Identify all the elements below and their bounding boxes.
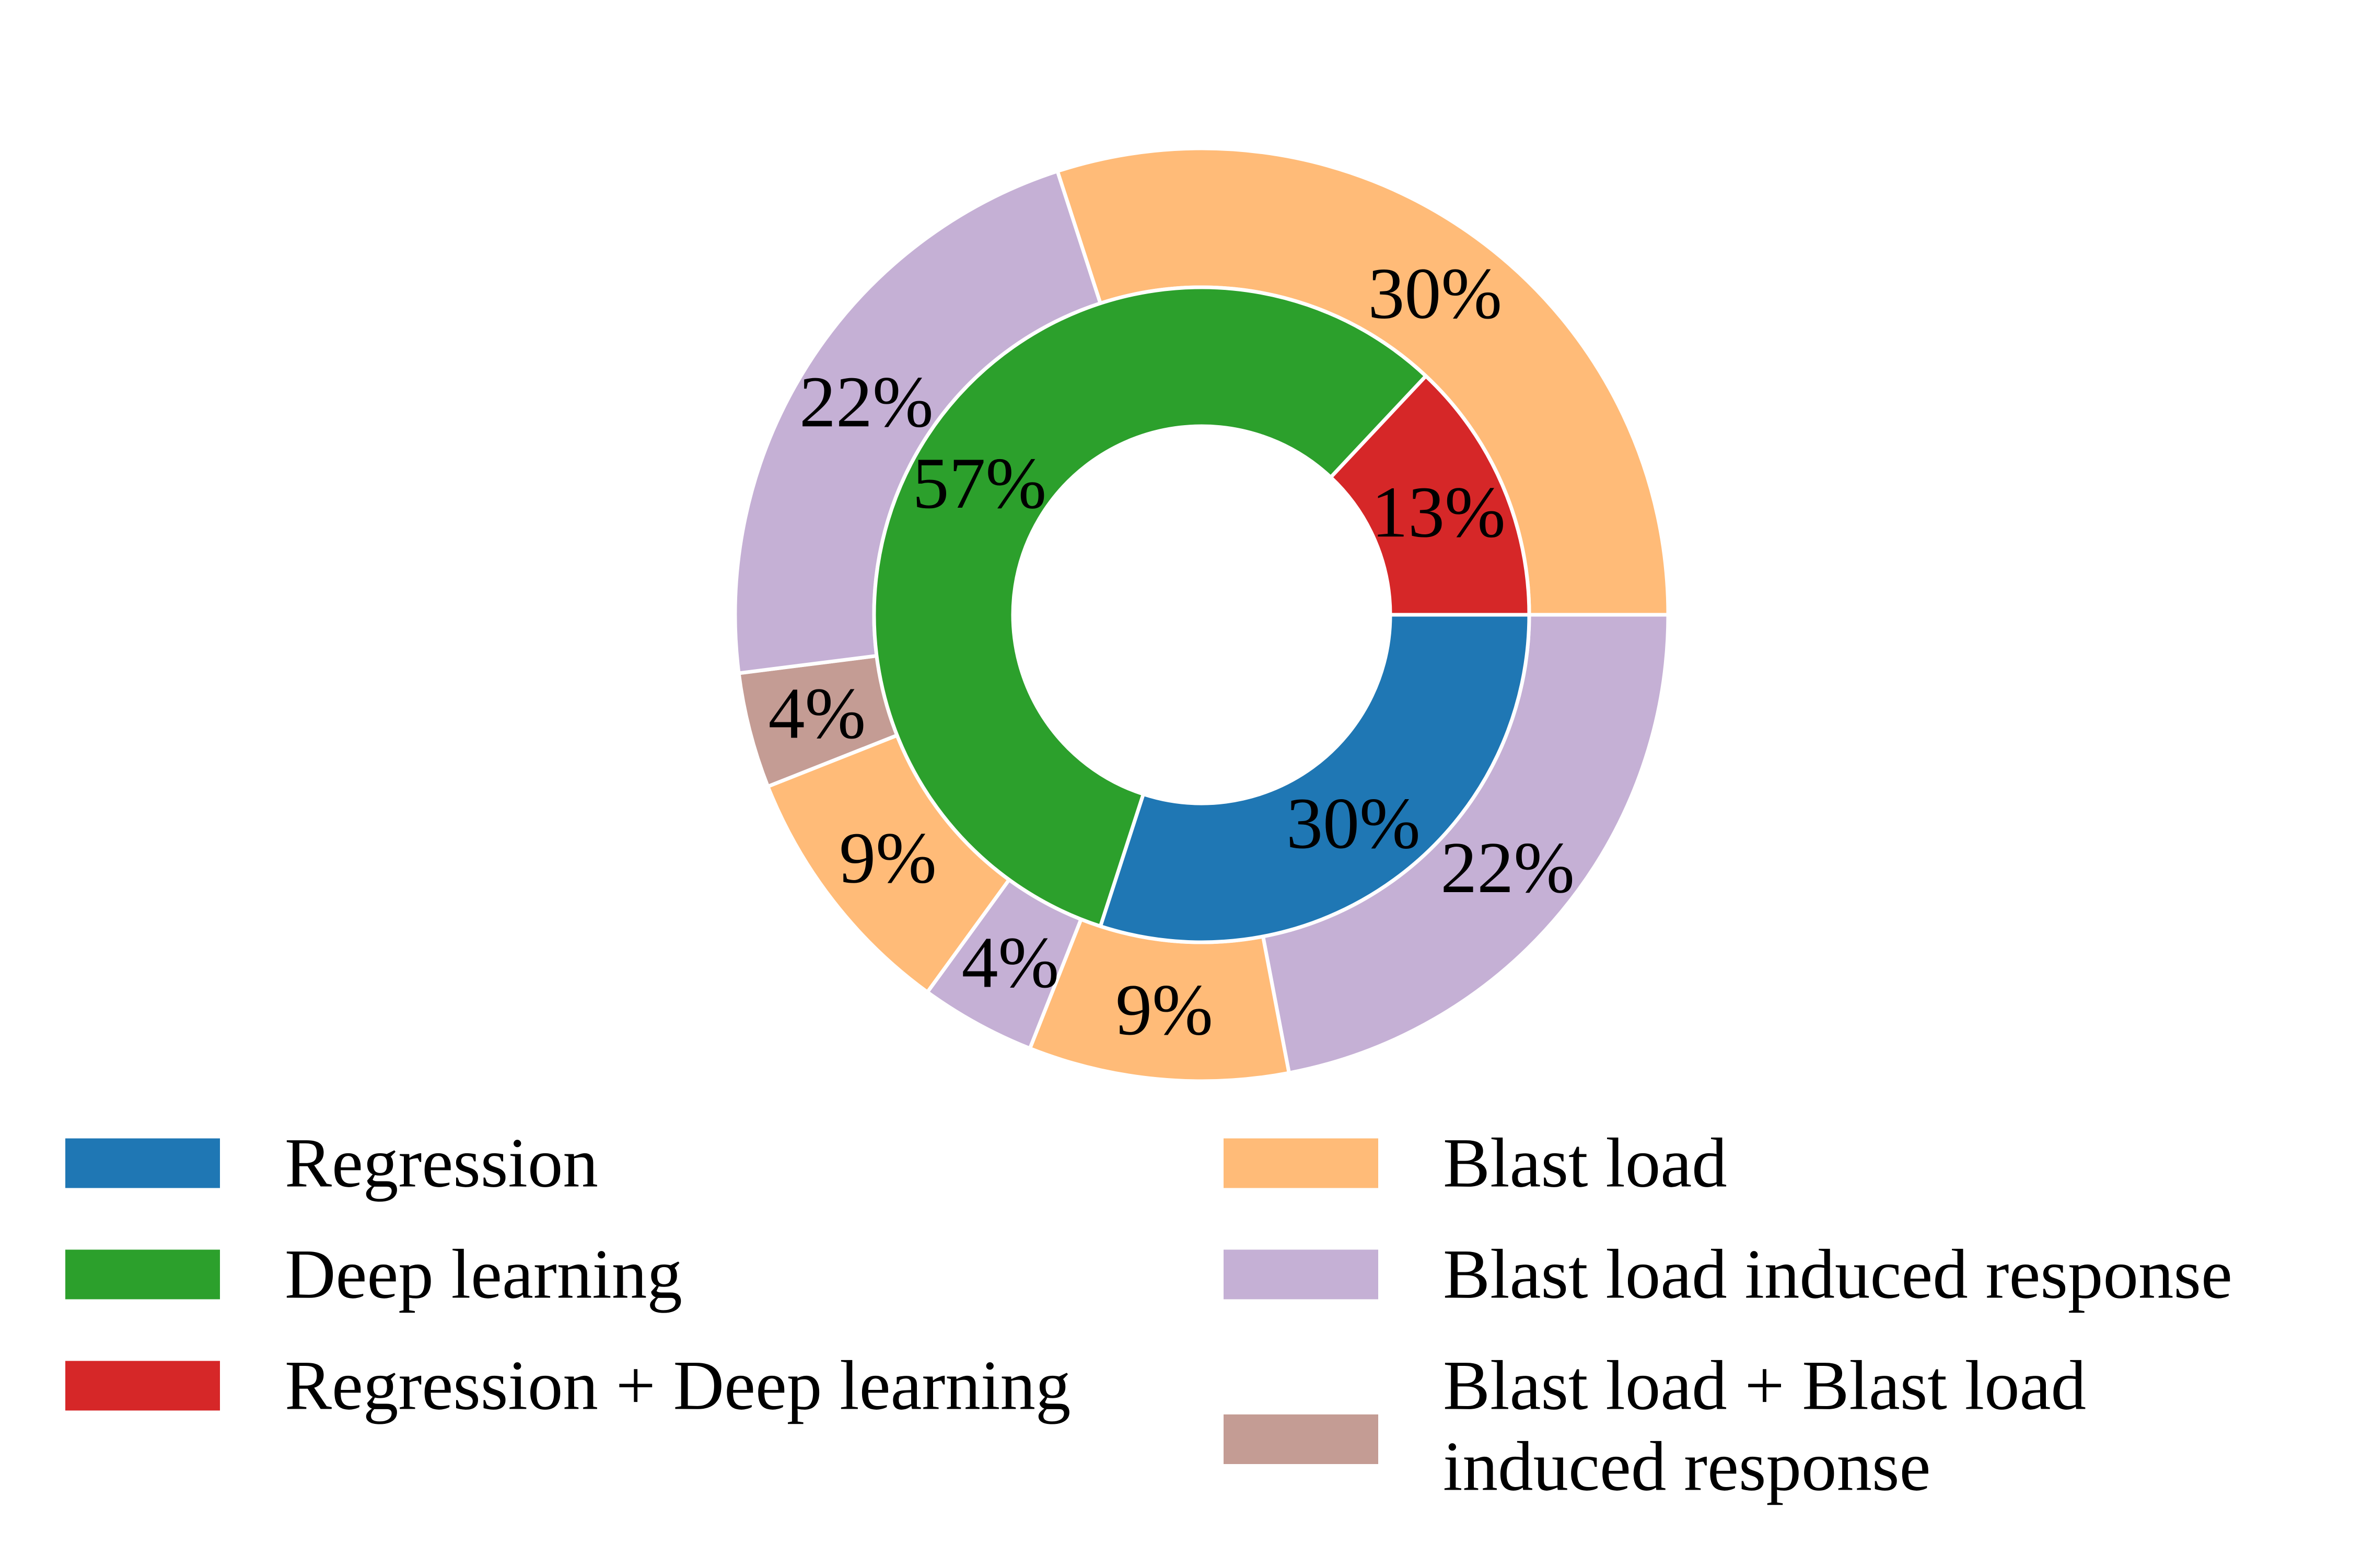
- legend-swatch-blast-load-blast-load-induced-response: [1224, 1414, 1378, 1464]
- inner-slice-3: [1329, 374, 1531, 617]
- outer-slice-label-1: 22%: [1440, 827, 1575, 908]
- outer-ring: [733, 146, 1670, 1083]
- outer-slice-label-7: 30%: [1368, 253, 1502, 334]
- inner-slice-label-3: 13%: [1371, 472, 1506, 553]
- legend-swatch-blast-load-induced-response: [1224, 1249, 1378, 1300]
- inner-ring: [872, 285, 1531, 944]
- legend-swatch-blast-load: [1224, 1138, 1378, 1188]
- outer-slice-label-5: 4%: [769, 673, 866, 754]
- outer-slice-label-3: 4%: [962, 922, 1060, 1003]
- outer-slice-label-6: 22%: [799, 361, 934, 442]
- inner-ring-labels: 30% 57% 13%: [912, 443, 1505, 864]
- legend-label-blast-load-induced-response: Blast load induced response: [1443, 1236, 2232, 1314]
- legend-label-deep-learning: Deep learning: [285, 1236, 682, 1314]
- inner-slice-1: [1098, 613, 1531, 944]
- legend-swatch-deep-learning: [65, 1249, 220, 1300]
- inner-slice-2: [872, 285, 1428, 928]
- legend: Regression Deep learning Regression + Deep…: [65, 1125, 2232, 1506]
- legend-label-blast-load-blast-load-induced-response: Blast load + Blast load induced response: [1443, 1347, 2086, 1506]
- legend-label-blast-load: Blast load: [1443, 1125, 1727, 1202]
- inner-slice-label-2: 57%: [912, 443, 1046, 524]
- outer-slice-label-4: 9%: [839, 817, 937, 898]
- legend-swatch-regression: [65, 1138, 220, 1188]
- legend-swatch-regression-deep-learning: [65, 1361, 220, 1411]
- legend-label-regression: Regression: [285, 1125, 598, 1202]
- outer-ring-labels: 22%9%4%9%4%22%30%: [769, 253, 1575, 1050]
- inner-slice-label-1: 30%: [1286, 783, 1421, 864]
- legend-label-regression-deep-learning: Regression + Deep learning: [285, 1347, 1070, 1425]
- outer-slice-label-2: 9%: [1115, 969, 1213, 1050]
